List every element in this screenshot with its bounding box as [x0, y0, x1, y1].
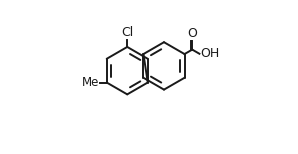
- Text: Me: Me: [82, 76, 100, 89]
- Text: Cl: Cl: [121, 26, 134, 39]
- Text: O: O: [187, 27, 197, 40]
- Text: OH: OH: [200, 47, 220, 60]
